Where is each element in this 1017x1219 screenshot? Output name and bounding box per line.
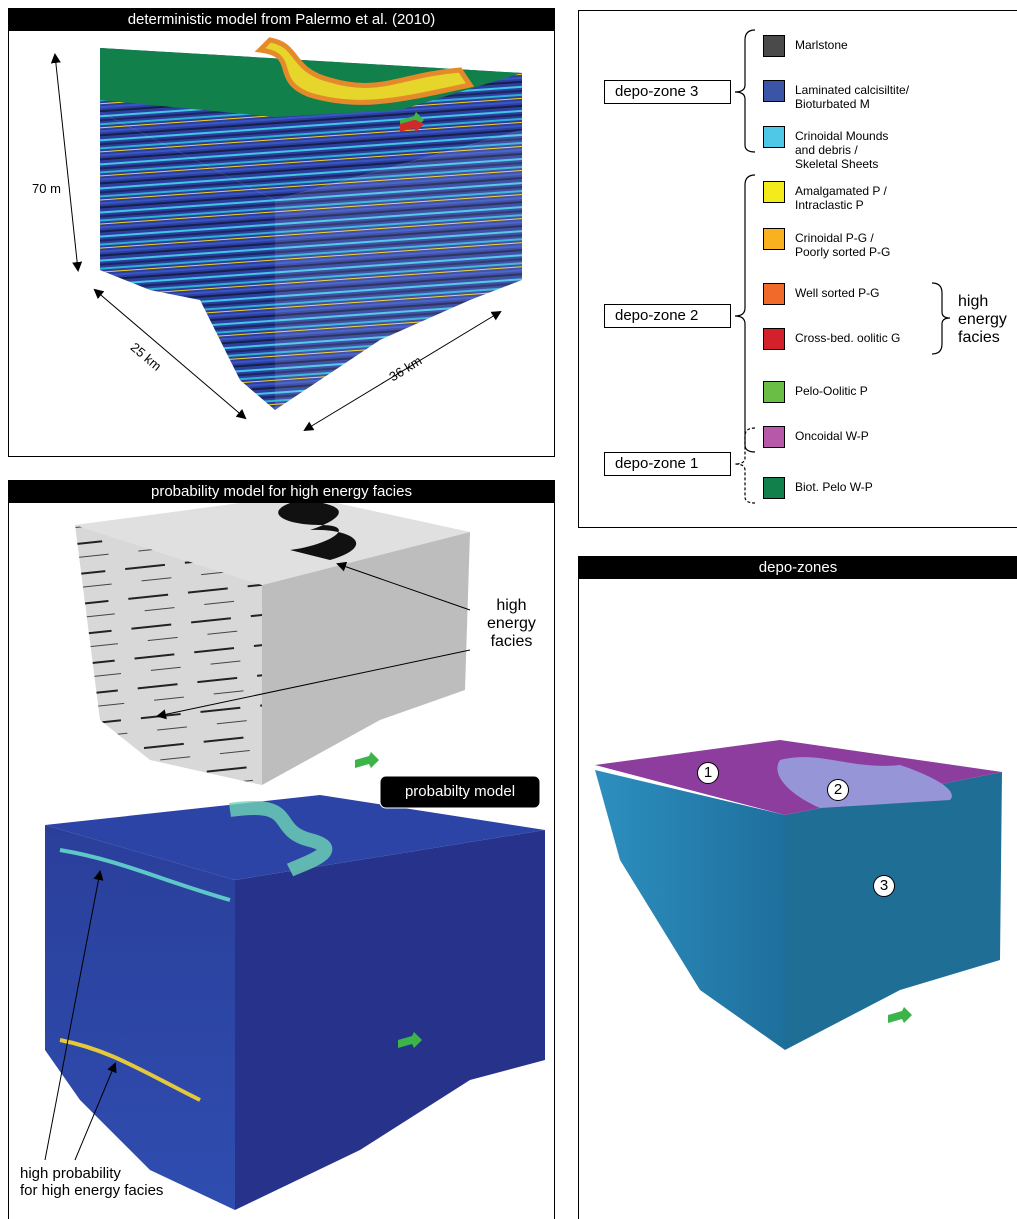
annotation: high probability for high energy facies bbox=[20, 1165, 163, 1199]
depo-zones-block bbox=[595, 740, 1002, 1050]
annotation: probabilty model bbox=[380, 784, 540, 800]
legend-label: Crinoidal P-G / Poorly sorted P-G bbox=[795, 231, 890, 259]
zone-marker: 1 bbox=[697, 762, 719, 784]
panel-title: probability model for high energy facies bbox=[9, 481, 554, 503]
legend-swatch bbox=[763, 381, 785, 403]
legend-swatch bbox=[763, 228, 785, 250]
facies-block bbox=[100, 40, 522, 410]
annotation: high energy facies bbox=[487, 597, 536, 651]
legend-swatch bbox=[763, 126, 785, 148]
legend-swatch bbox=[763, 80, 785, 102]
legend-swatch bbox=[763, 426, 785, 448]
probability-block-gray bbox=[75, 495, 470, 785]
legend-label: Biot. Pelo W-P bbox=[795, 480, 873, 494]
dimension-label: 70 m bbox=[32, 182, 61, 196]
figure: deterministic model from Palermo et al. … bbox=[0, 0, 1017, 1219]
legend-label: Amalgamated P / Intraclastic P bbox=[795, 184, 887, 212]
probability-block-blue bbox=[45, 776, 545, 1210]
zone-label: depo-zone 2 bbox=[604, 304, 731, 328]
panel-title: deterministic model from Palermo et al. … bbox=[9, 9, 554, 31]
legend-label: Pelo-Oolitic P bbox=[795, 384, 868, 398]
legend-label: Crinoidal Mounds and debris / Skeletal S… bbox=[795, 129, 888, 171]
panel-title: depo-zones bbox=[579, 557, 1017, 579]
legend-swatch bbox=[763, 477, 785, 499]
zone-marker: 3 bbox=[873, 875, 895, 897]
legend-label: Laminated calcisiltite/ Bioturbated M bbox=[795, 83, 909, 111]
legend-label: Marlstone bbox=[795, 38, 848, 52]
legend-swatch bbox=[763, 328, 785, 350]
legend-swatch bbox=[763, 181, 785, 203]
zone-marker: 2 bbox=[827, 779, 849, 801]
legend-label: Oncoidal W-P bbox=[795, 429, 869, 443]
legend-label: Well sorted P-G bbox=[795, 286, 879, 300]
legend-swatch bbox=[763, 283, 785, 305]
zone-label: depo-zone 3 bbox=[604, 80, 731, 104]
group-label: high energy facies bbox=[958, 293, 1007, 347]
zone-label: depo-zone 1 bbox=[604, 452, 731, 476]
legend-swatch bbox=[763, 35, 785, 57]
legend-label: Cross-bed. oolitic G bbox=[795, 331, 900, 345]
